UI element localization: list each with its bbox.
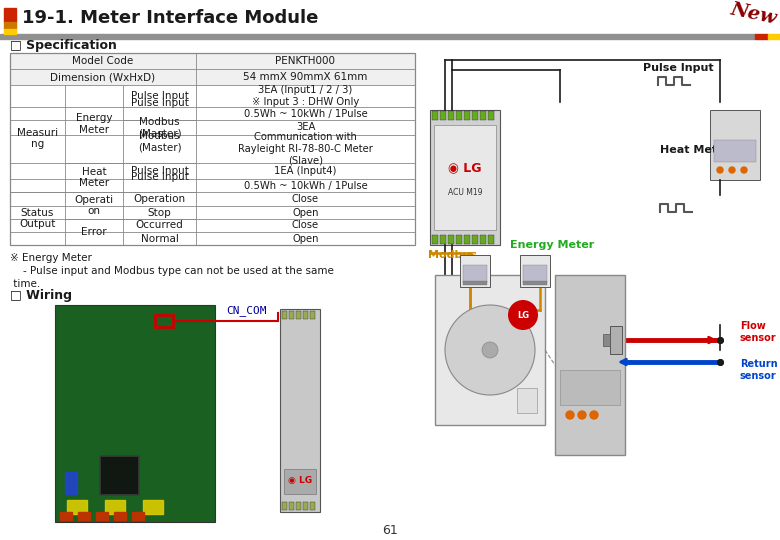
Text: Open: Open bbox=[292, 207, 319, 218]
Text: Modbus: Modbus bbox=[428, 250, 477, 260]
Bar bbox=[100, 456, 138, 494]
Bar bbox=[282, 311, 287, 319]
Bar bbox=[67, 500, 87, 514]
Bar bbox=[440, 235, 446, 244]
Text: Error: Error bbox=[81, 227, 107, 237]
Text: New: New bbox=[729, 1, 779, 28]
Bar bbox=[480, 235, 486, 244]
Bar bbox=[520, 255, 550, 287]
Bar bbox=[4, 8, 16, 22]
Bar bbox=[114, 512, 126, 520]
Text: Occurred: Occurred bbox=[136, 220, 183, 231]
Bar bbox=[464, 111, 470, 120]
Bar bbox=[603, 334, 610, 346]
Text: 1EA (Input4): 1EA (Input4) bbox=[275, 166, 337, 176]
Bar bbox=[456, 235, 462, 244]
Text: 3EA (Input1 / 2 / 3)
※ Input 3 : DHW Only: 3EA (Input1 / 2 / 3) ※ Input 3 : DHW Onl… bbox=[252, 85, 359, 107]
Text: Status
Output: Status Output bbox=[20, 208, 55, 230]
Text: 61: 61 bbox=[382, 523, 398, 537]
Text: Operation: Operation bbox=[133, 194, 186, 204]
Bar bbox=[55, 305, 215, 522]
Bar bbox=[96, 512, 108, 520]
Bar bbox=[303, 311, 308, 319]
Bar bbox=[280, 309, 320, 512]
Text: Modbus
(Master): Modbus (Master) bbox=[138, 131, 181, 152]
Bar bbox=[434, 125, 496, 230]
Bar bbox=[296, 311, 301, 319]
Circle shape bbox=[590, 411, 598, 419]
Text: Heat
Meter: Heat Meter bbox=[79, 167, 109, 188]
Bar bbox=[143, 500, 163, 514]
Text: □ Wiring: □ Wiring bbox=[10, 289, 72, 302]
Text: Modbus
(Master): Modbus (Master) bbox=[138, 117, 181, 138]
Circle shape bbox=[508, 300, 538, 330]
Bar bbox=[472, 111, 478, 120]
Circle shape bbox=[741, 167, 747, 173]
Bar bbox=[488, 111, 494, 120]
Bar bbox=[296, 502, 301, 510]
Text: ACU M19: ACU M19 bbox=[448, 188, 482, 197]
Text: Pulse Input: Pulse Input bbox=[130, 166, 189, 176]
Text: Energy Meter: Energy Meter bbox=[510, 240, 594, 250]
Text: Pulse Input: Pulse Input bbox=[130, 98, 189, 107]
Text: ◉ LG: ◉ LG bbox=[288, 476, 312, 484]
Bar bbox=[440, 111, 446, 120]
Text: Return
sensor: Return sensor bbox=[740, 359, 778, 381]
Bar bbox=[448, 111, 454, 120]
Text: CN_COM: CN_COM bbox=[226, 306, 267, 316]
Text: PENKTH000: PENKTH000 bbox=[275, 56, 335, 66]
Text: ※ Energy Meter: ※ Energy Meter bbox=[10, 253, 92, 263]
Text: 54 mmX 90mmX 61mm: 54 mmX 90mmX 61mm bbox=[243, 72, 367, 82]
Bar bbox=[10, 53, 415, 245]
Text: ◉ LG: ◉ LG bbox=[448, 161, 482, 174]
Text: Energy
Meter: Energy Meter bbox=[76, 113, 112, 135]
Text: Dimension (WxHxD): Dimension (WxHxD) bbox=[51, 72, 155, 82]
Bar bbox=[463, 281, 487, 285]
Bar bbox=[435, 275, 545, 425]
Bar bbox=[10, 53, 415, 69]
Bar bbox=[284, 469, 316, 494]
Circle shape bbox=[482, 342, 498, 358]
Circle shape bbox=[578, 411, 586, 419]
Text: 19-1. Meter Interface Module: 19-1. Meter Interface Module bbox=[22, 9, 318, 27]
Bar bbox=[488, 235, 494, 244]
Bar bbox=[610, 326, 622, 354]
Bar bbox=[60, 512, 72, 520]
Bar bbox=[155, 315, 173, 327]
Bar bbox=[755, 34, 768, 39]
Text: Communication with
Rayleight RI-78-80-C Meter
(Slave): Communication with Rayleight RI-78-80-C … bbox=[238, 132, 373, 166]
Text: □ Specification: □ Specification bbox=[10, 38, 117, 51]
Text: Model Code: Model Code bbox=[73, 56, 133, 66]
Bar bbox=[289, 502, 294, 510]
Bar bbox=[10, 69, 415, 85]
Text: Open: Open bbox=[292, 233, 319, 244]
Bar bbox=[289, 311, 294, 319]
Bar bbox=[65, 472, 77, 494]
Text: Operati
on: Operati on bbox=[74, 195, 114, 217]
Bar bbox=[555, 275, 625, 455]
Bar bbox=[472, 235, 478, 244]
Text: 0.5Wh ~ 10kWh / 1Pulse: 0.5Wh ~ 10kWh / 1Pulse bbox=[243, 180, 367, 191]
Circle shape bbox=[445, 305, 535, 395]
Circle shape bbox=[729, 167, 735, 173]
Bar bbox=[432, 111, 438, 120]
Circle shape bbox=[717, 167, 723, 173]
Text: Pulse Input: Pulse Input bbox=[130, 172, 189, 183]
Text: Close: Close bbox=[292, 220, 319, 231]
Bar bbox=[4, 22, 16, 29]
Bar bbox=[310, 311, 315, 319]
Bar bbox=[460, 255, 490, 287]
Text: Stop: Stop bbox=[147, 207, 172, 218]
Bar bbox=[105, 500, 125, 514]
Bar bbox=[523, 265, 547, 283]
Text: - Pulse input and Modbus type can not be used at the same: - Pulse input and Modbus type can not be… bbox=[10, 266, 334, 276]
Bar bbox=[523, 281, 547, 285]
Bar bbox=[430, 110, 500, 245]
Text: 3EA: 3EA bbox=[296, 123, 315, 132]
Text: LG: LG bbox=[517, 310, 529, 320]
Bar bbox=[310, 502, 315, 510]
Bar bbox=[282, 502, 287, 510]
Bar bbox=[517, 388, 537, 413]
Bar bbox=[456, 111, 462, 120]
Bar bbox=[78, 512, 90, 520]
